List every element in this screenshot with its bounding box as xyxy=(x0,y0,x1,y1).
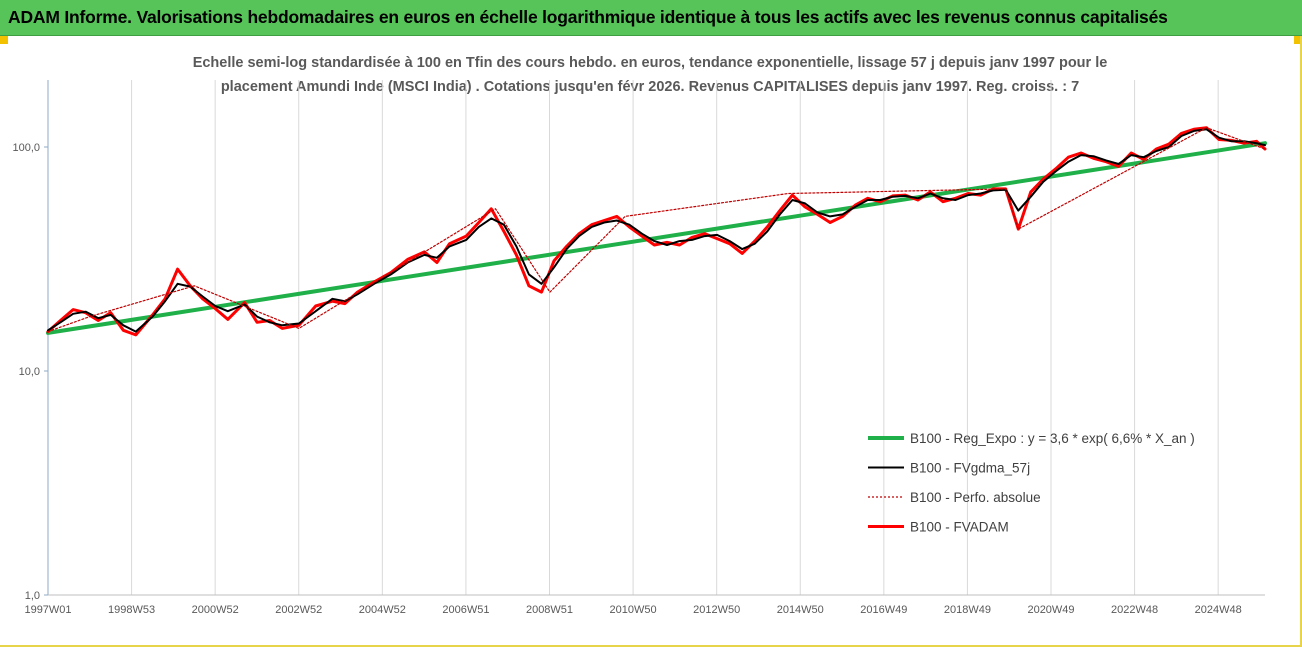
chart-subtitle-line-1: Echelle semi-log standardisée à 100 en T… xyxy=(192,55,1108,71)
x-tick-label: 2014W50 xyxy=(777,604,824,616)
y-tick-label: 10,0 xyxy=(19,366,40,378)
series-line-1 xyxy=(47,128,1266,333)
x-tick-label: 2008W51 xyxy=(526,604,573,616)
x-tick-label: 2016W49 xyxy=(860,604,907,616)
series-line-0 xyxy=(46,141,1267,335)
x-tick-label: 2020W49 xyxy=(1027,604,1074,616)
x-tick-label: 2012W50 xyxy=(693,604,740,616)
legend-label-0: B100 - Reg_Expo : y = 3,6 * exp( 6,6% * … xyxy=(910,431,1195,446)
x-tick-label: 1998W53 xyxy=(108,604,155,616)
legend-label-3: B100 - FVADAM xyxy=(910,520,1009,535)
x-tick-label: 2002W52 xyxy=(275,604,322,616)
frame-corner-left xyxy=(0,36,8,44)
x-tick-label: 2004W52 xyxy=(359,604,406,616)
series-line-3 xyxy=(46,126,1267,337)
x-tick-label: 1997W01 xyxy=(24,604,71,616)
legend-label-2: B100 - Perfo. absolue xyxy=(910,490,1041,505)
x-tick-label: 2006W51 xyxy=(442,604,489,616)
legend-label-1: B100 - FVgdma_57j xyxy=(910,461,1030,476)
y-tick-label: 100,0 xyxy=(12,142,40,154)
report-banner-title: ADAM Informe. Valorisations hebdomadaire… xyxy=(8,7,1168,27)
y-tick-label: 1,0 xyxy=(25,590,40,602)
x-tick-label: 2024W48 xyxy=(1195,604,1242,616)
chart-subtitle-line-2: placement Amundi Inde (MSCI India) . Cot… xyxy=(220,79,1080,95)
frame-corner-right xyxy=(1294,36,1302,44)
x-tick-label: 2000W52 xyxy=(192,604,239,616)
series-line-2 xyxy=(47,127,1266,333)
x-tick-label: 2022W48 xyxy=(1111,604,1158,616)
chart-frame xyxy=(0,36,1302,647)
x-tick-label: 2018W49 xyxy=(944,604,991,616)
report-banner: ADAM Informe. Valorisations hebdomadaire… xyxy=(0,0,1302,36)
x-tick-label: 2010W50 xyxy=(610,604,657,616)
